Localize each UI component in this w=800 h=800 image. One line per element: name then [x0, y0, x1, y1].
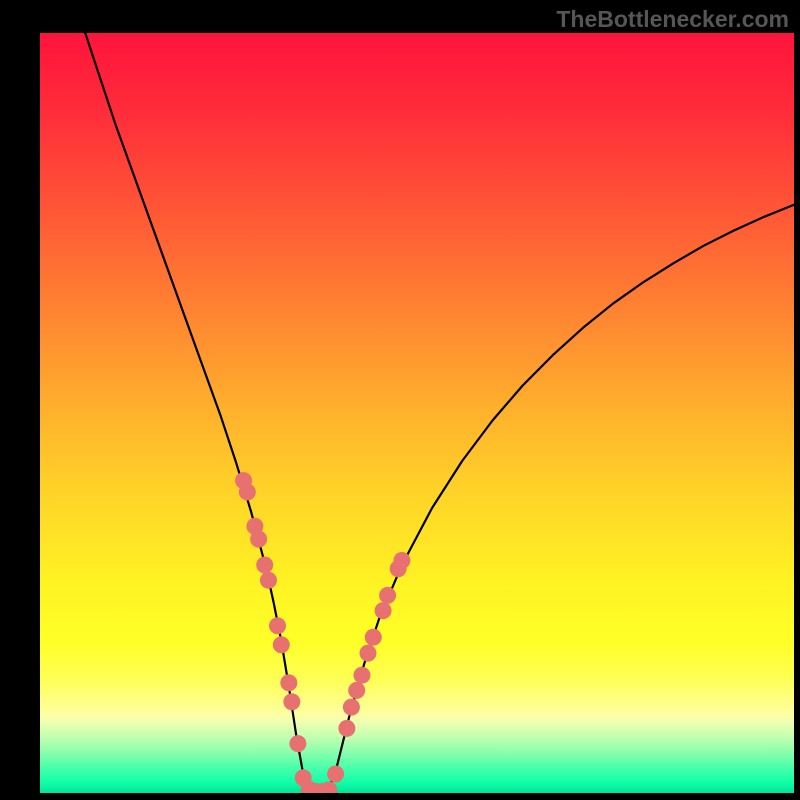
- plot-background: [40, 33, 794, 793]
- data-marker: [353, 667, 370, 684]
- data-marker: [289, 735, 306, 752]
- data-marker: [250, 531, 267, 548]
- data-marker: [273, 636, 290, 653]
- data-marker: [269, 617, 286, 634]
- data-marker: [375, 602, 392, 619]
- data-marker: [393, 552, 410, 569]
- data-marker: [379, 587, 396, 604]
- chart-svg: [0, 0, 800, 800]
- data-marker: [343, 699, 360, 716]
- data-marker: [359, 645, 376, 662]
- data-marker: [280, 674, 297, 691]
- plot-border: [0, 793, 800, 800]
- watermark-text: TheBottlenecker.com: [556, 6, 789, 33]
- plot-border: [794, 0, 800, 800]
- data-marker: [338, 720, 355, 737]
- data-marker: [283, 693, 300, 710]
- plot-border: [0, 0, 40, 800]
- data-marker: [256, 557, 273, 574]
- data-marker: [260, 572, 277, 589]
- data-marker: [327, 766, 344, 783]
- data-marker: [239, 484, 256, 501]
- data-marker: [365, 629, 382, 646]
- data-marker: [348, 682, 365, 699]
